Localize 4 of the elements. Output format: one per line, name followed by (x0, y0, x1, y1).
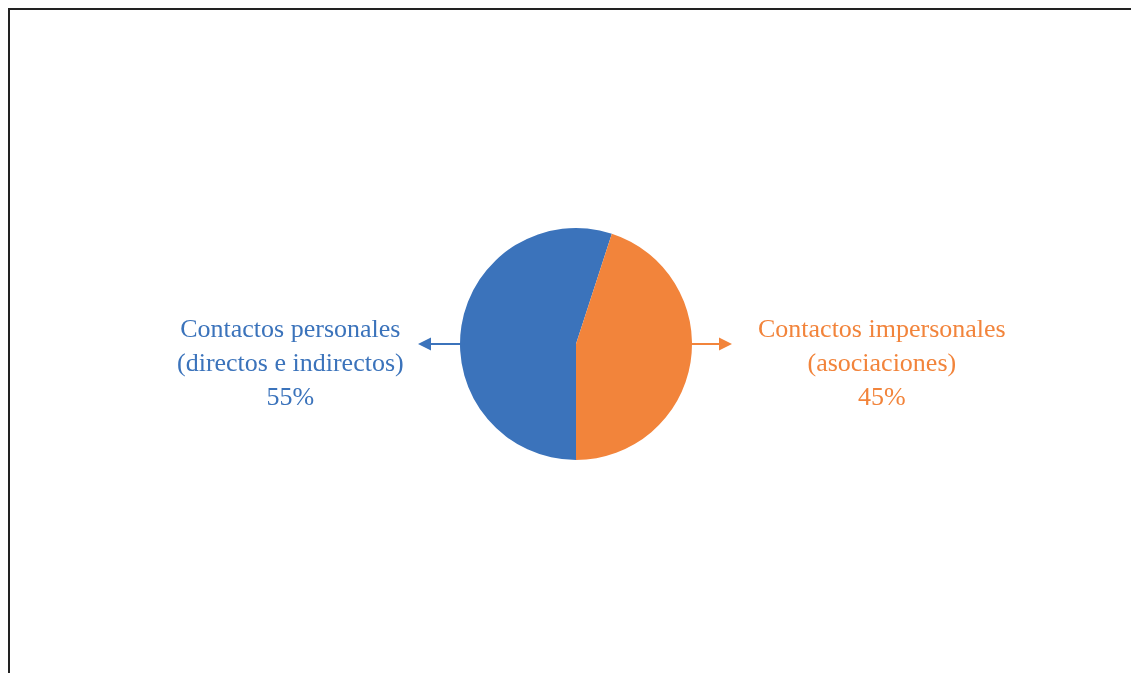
legend-label: Contactos impersonales (asociaciones) (758, 314, 1006, 377)
data-label: 55% (266, 381, 315, 411)
data-label: 45% (858, 381, 906, 411)
slice-label: Contactos personales (directos e indirectos) (177, 314, 404, 377)
